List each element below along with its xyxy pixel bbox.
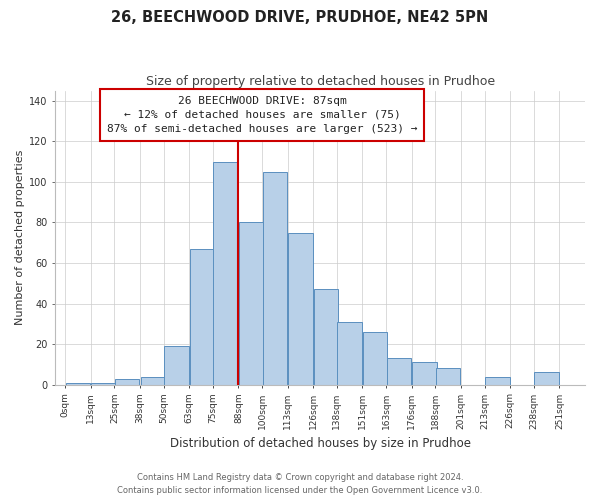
Bar [263,172,287,384]
Bar [190,249,214,384]
Bar [214,162,238,384]
Bar [535,372,559,384]
Bar [387,358,411,384]
Title: Size of property relative to detached houses in Prudhoe: Size of property relative to detached ho… [146,75,495,88]
Text: 26, BEECHWOOD DRIVE, PRUDHOE, NE42 5PN: 26, BEECHWOOD DRIVE, PRUDHOE, NE42 5PN [112,10,488,25]
Bar [485,376,509,384]
Bar [115,378,139,384]
Bar [314,290,338,384]
Bar [66,382,90,384]
Bar [164,346,188,385]
Bar [363,332,388,384]
X-axis label: Distribution of detached houses by size in Prudhoe: Distribution of detached houses by size … [170,437,470,450]
Bar [239,222,263,384]
Bar [337,322,362,384]
Bar [412,362,437,384]
Bar [436,368,460,384]
Bar [91,382,116,384]
Text: Contains HM Land Registry data © Crown copyright and database right 2024.
Contai: Contains HM Land Registry data © Crown c… [118,474,482,495]
Y-axis label: Number of detached properties: Number of detached properties [15,150,25,326]
Text: 26 BEECHWOOD DRIVE: 87sqm
← 12% of detached houses are smaller (75)
87% of semi-: 26 BEECHWOOD DRIVE: 87sqm ← 12% of detac… [107,96,418,134]
Bar [140,376,165,384]
Bar [288,232,313,384]
